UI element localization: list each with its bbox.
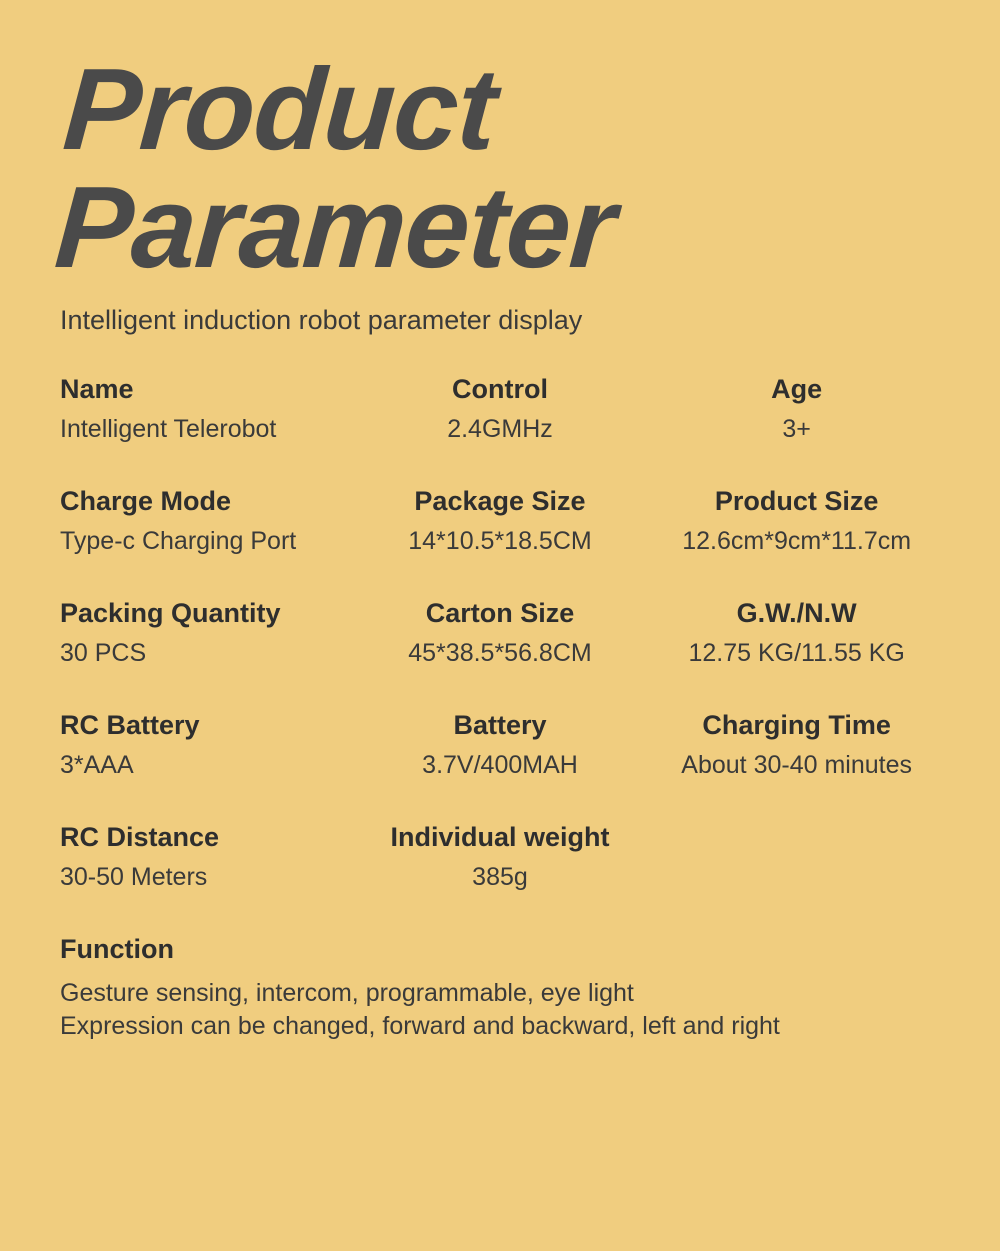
param-individual-weight: Individual weight 385g [357,822,644,892]
param-charge-mode: Charge Mode Type-c Charging Port [60,486,347,556]
param-rc-distance: RC Distance 30-50 Meters [60,822,347,892]
param-label: Charge Mode [60,486,347,517]
param-label: Name [60,374,347,405]
param-control: Control 2.4GMHz [357,374,644,444]
function-line-2: Expression can be changed, forward and b… [60,1010,940,1044]
param-value: 45*38.5*56.8CM [357,639,644,668]
param-age: Age 3+ [653,374,940,444]
param-rc-battery: RC Battery 3*AAA [60,710,347,780]
param-label: Carton Size [357,598,644,629]
param-label: Age [653,374,940,405]
param-value: 12.75 KG/11.55 KG [653,639,940,668]
param-battery: Battery 3.7V/400MAH [357,710,644,780]
param-value: 385g [357,863,644,892]
param-name: Name Intelligent Telerobot [60,374,347,444]
function-line-1: Gesture sensing, intercom, programmable,… [60,977,940,1011]
param-empty [653,822,940,892]
param-value: About 30-40 minutes [653,751,940,780]
param-value: 14*10.5*18.5CM [357,527,644,556]
param-label: Package Size [357,486,644,517]
param-value: 30-50 Meters [60,863,347,892]
title-line-2: Parameter [52,168,940,286]
param-value: 12.6cm*9cm*11.7cm [653,527,940,556]
param-carton-size: Carton Size 45*38.5*56.8CM [357,598,644,668]
param-packing-quantity: Packing Quantity 30 PCS [60,598,347,668]
param-function: Function Gesture sensing, intercom, prog… [60,934,940,1045]
param-label: Battery [357,710,644,741]
param-package-size: Package Size 14*10.5*18.5CM [357,486,644,556]
param-product-size: Product Size 12.6cm*9cm*11.7cm [653,486,940,556]
param-label: RC Battery [60,710,347,741]
page-subtitle: Intelligent induction robot parameter di… [60,305,940,336]
param-label: Individual weight [357,822,644,853]
param-label: Packing Quantity [60,598,347,629]
page-title: Product Parameter [52,50,949,287]
param-gw-nw: G.W./N.W 12.75 KG/11.55 KG [653,598,940,668]
param-label: Charging Time [653,710,940,741]
function-value: Gesture sensing, intercom, programmable,… [60,977,940,1045]
param-label: Control [357,374,644,405]
param-value: Intelligent Telerobot [60,415,347,444]
title-line-1: Product [60,50,948,168]
param-value: 2.4GMHz [357,415,644,444]
param-value: 3*AAA [60,751,347,780]
param-value: 3+ [653,415,940,444]
param-value: Type-c Charging Port [60,527,347,556]
param-value: 30 PCS [60,639,347,668]
param-label: G.W./N.W [653,598,940,629]
param-value: 3.7V/400MAH [357,751,644,780]
param-label: Product Size [653,486,940,517]
param-label: RC Distance [60,822,347,853]
param-charging-time: Charging Time About 30-40 minutes [653,710,940,780]
parameter-grid: Name Intelligent Telerobot Control 2.4GM… [60,374,940,892]
function-label: Function [60,934,940,965]
